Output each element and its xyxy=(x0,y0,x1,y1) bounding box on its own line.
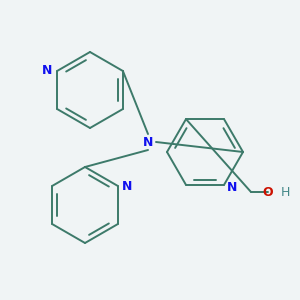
Text: N: N xyxy=(143,136,153,148)
Text: H: H xyxy=(280,185,290,199)
Text: N: N xyxy=(42,64,52,77)
Text: N: N xyxy=(122,179,132,193)
Text: N: N xyxy=(227,182,237,194)
Text: O: O xyxy=(263,185,273,199)
